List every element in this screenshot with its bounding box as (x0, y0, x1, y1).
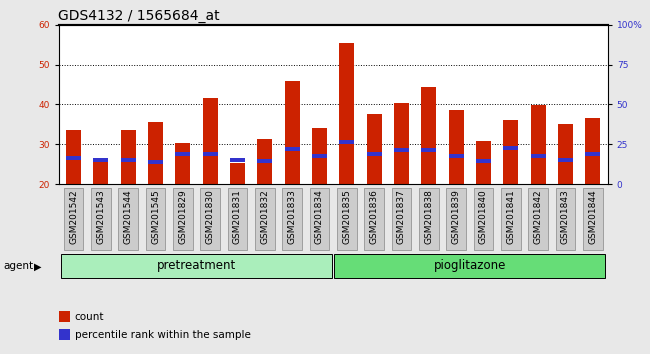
Bar (476, 159, 491, 163)
FancyBboxPatch shape (255, 188, 275, 250)
Bar (394, 103, 409, 184)
Bar (558, 158, 573, 162)
Text: percentile rank within the sample: percentile rank within the sample (75, 330, 251, 339)
FancyBboxPatch shape (118, 188, 138, 250)
Bar (203, 152, 218, 156)
Bar (339, 43, 354, 184)
Text: GSM201841: GSM201841 (506, 190, 515, 244)
Text: GSM201544: GSM201544 (124, 190, 133, 244)
Bar (530, 105, 545, 184)
FancyBboxPatch shape (474, 188, 493, 250)
FancyBboxPatch shape (200, 188, 220, 250)
FancyBboxPatch shape (447, 188, 466, 250)
Bar (121, 130, 136, 184)
Text: count: count (75, 312, 104, 322)
Text: GDS4132 / 1565684_at: GDS4132 / 1565684_at (58, 9, 220, 23)
Bar (367, 152, 382, 156)
Text: GSM201837: GSM201837 (397, 190, 406, 245)
Bar (558, 124, 573, 184)
FancyBboxPatch shape (146, 188, 165, 250)
Bar (476, 141, 491, 184)
Text: GSM201545: GSM201545 (151, 190, 160, 244)
FancyBboxPatch shape (282, 188, 302, 250)
FancyBboxPatch shape (91, 188, 111, 250)
Bar (66, 130, 81, 184)
FancyBboxPatch shape (501, 188, 521, 250)
FancyBboxPatch shape (528, 188, 548, 250)
FancyBboxPatch shape (556, 188, 575, 250)
Text: GSM201844: GSM201844 (588, 190, 597, 244)
Bar (421, 86, 436, 184)
FancyBboxPatch shape (419, 188, 439, 250)
Text: agent: agent (3, 261, 33, 272)
Bar (503, 120, 518, 184)
FancyBboxPatch shape (364, 188, 384, 250)
Text: ▶: ▶ (34, 261, 42, 272)
FancyBboxPatch shape (337, 188, 357, 250)
Text: GSM201829: GSM201829 (178, 190, 187, 244)
Text: GSM201835: GSM201835 (343, 190, 351, 245)
Bar (448, 110, 463, 184)
FancyBboxPatch shape (391, 188, 411, 250)
Text: GSM201543: GSM201543 (96, 190, 105, 244)
Text: GSM201832: GSM201832 (260, 190, 269, 244)
Bar (394, 148, 409, 152)
Bar (148, 122, 163, 184)
Text: GSM201839: GSM201839 (452, 190, 461, 245)
Bar (448, 154, 463, 158)
FancyBboxPatch shape (173, 188, 192, 250)
FancyBboxPatch shape (309, 188, 330, 250)
Bar (367, 114, 382, 184)
Bar (176, 143, 190, 184)
Bar (285, 81, 300, 184)
Text: GSM201842: GSM201842 (534, 190, 543, 244)
Text: GSM201843: GSM201843 (561, 190, 570, 244)
FancyBboxPatch shape (227, 188, 247, 250)
Text: GSM201836: GSM201836 (370, 190, 378, 245)
Bar (66, 156, 81, 160)
Bar (148, 160, 163, 164)
FancyBboxPatch shape (583, 188, 603, 250)
Bar (230, 158, 245, 162)
Bar (312, 154, 327, 158)
Bar (94, 160, 109, 184)
Bar (585, 152, 600, 156)
Text: GSM201830: GSM201830 (205, 190, 214, 245)
Text: GSM201542: GSM201542 (69, 190, 78, 244)
Bar (257, 139, 272, 184)
Text: pretreatment: pretreatment (157, 259, 236, 272)
Text: GSM201838: GSM201838 (424, 190, 434, 245)
Bar (530, 154, 545, 158)
Bar (94, 158, 109, 162)
Text: GSM201831: GSM201831 (233, 190, 242, 245)
FancyBboxPatch shape (64, 188, 83, 250)
Bar (335, 255, 605, 278)
Bar (421, 148, 436, 152)
Bar (585, 118, 600, 184)
Text: GSM201840: GSM201840 (479, 190, 488, 244)
Bar (176, 152, 190, 156)
Bar (257, 159, 272, 163)
Bar (339, 140, 354, 144)
Bar (61, 255, 332, 278)
Bar (312, 128, 327, 184)
Text: GSM201833: GSM201833 (288, 190, 296, 245)
Bar (121, 158, 136, 162)
Bar (203, 98, 218, 184)
Bar (285, 147, 300, 151)
Bar (230, 163, 245, 184)
Text: GSM201834: GSM201834 (315, 190, 324, 244)
Text: pioglitazone: pioglitazone (434, 259, 506, 272)
Bar (503, 146, 518, 150)
